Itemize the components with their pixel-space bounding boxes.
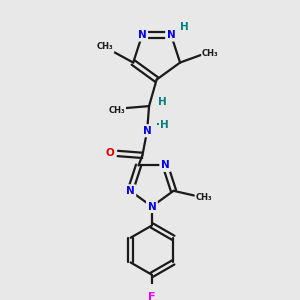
Text: H: H [158,97,167,107]
Text: N: N [161,160,170,170]
Text: O: O [106,148,115,158]
Text: N: N [126,186,135,196]
Text: N: N [167,30,176,40]
Text: CH₃: CH₃ [202,49,219,58]
Text: CH₃: CH₃ [196,193,212,202]
Text: N: N [143,126,152,136]
Text: N: N [148,202,156,212]
Text: CH₃: CH₃ [97,43,113,52]
Text: N: N [138,30,146,40]
Text: F: F [148,292,156,300]
Text: CH₃: CH₃ [97,42,113,51]
Text: CH₃: CH₃ [109,106,125,115]
Text: ·H: ·H [156,120,169,130]
Text: H: H [180,22,189,32]
